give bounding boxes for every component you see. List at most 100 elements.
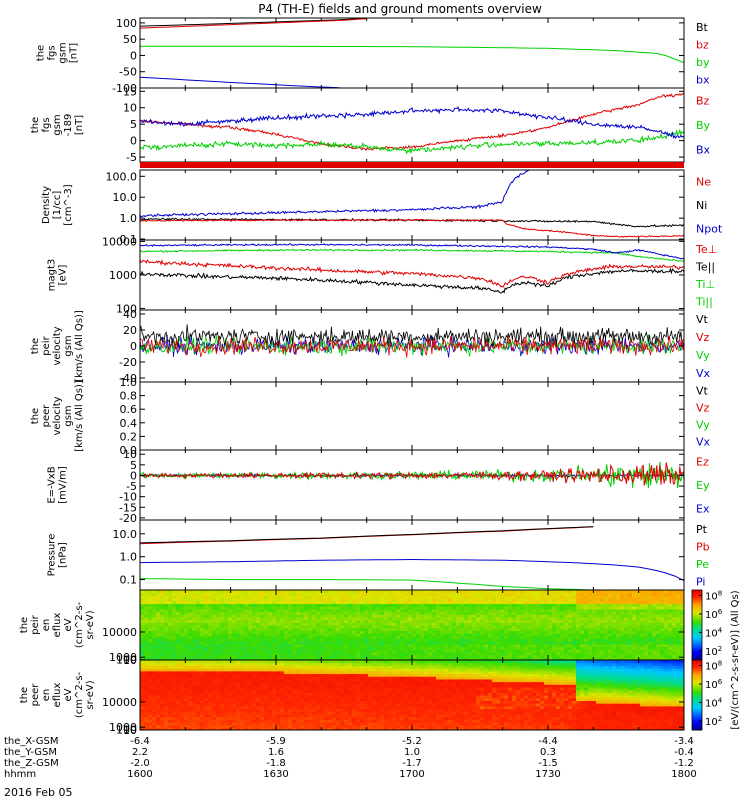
peir-spec-ylabel-line: the: [19, 617, 30, 633]
temps-legend-ti: Ti||: [695, 295, 713, 308]
temps-ylabel-line: [eV]: [58, 265, 69, 286]
fgs-gse-ytick-label: 0: [130, 135, 137, 148]
fgs-gse-ylabel-line: the: [30, 117, 41, 133]
peer-vel-ylabel-line: peer: [41, 404, 52, 428]
temps-legend-te: Te⊥: [695, 243, 717, 256]
fgs-series-group: [140, 18, 684, 88]
temps-series-ti: [140, 244, 684, 260]
fgs-legend-by: by: [696, 56, 710, 69]
temps-legend-ti: Ti⊥: [695, 278, 715, 291]
density-series-group: [140, 170, 684, 237]
peir-vel-ytick-label: 0: [130, 340, 137, 353]
panel-density: 100.010.01.00.1Density[1/cc][cm^-3]NeNiN…: [41, 170, 723, 246]
peer-vel-legend-vx: Vx: [696, 436, 711, 449]
peir-spec-ylabel-line: peir: [30, 614, 41, 634]
peer-vel-ytick-label: 0.4: [120, 417, 138, 430]
density-ylabel-line: [cm^-3]: [63, 184, 74, 225]
peer-vel-ytick-label: 1.0: [120, 376, 138, 389]
peir-vel-ytick-label: -20: [119, 356, 137, 369]
pressure-legend-pb: Pb: [696, 540, 710, 553]
peir-vel-ylabel-line: [km/s (All Qs)]: [74, 310, 85, 382]
efield-series-group: [140, 462, 684, 489]
peer-vel-ytick-label: 0.6: [120, 403, 138, 416]
pressure-series-pt: [140, 527, 593, 543]
pressure-ylabel-line: Pressure: [47, 534, 58, 577]
fgs-ytick-label: -50: [119, 66, 137, 79]
peir-spec-colorbar-label: 104: [705, 626, 723, 639]
density-legend-ni: Ni: [696, 199, 707, 212]
peir-spec-colorbar-label: 108: [705, 590, 722, 603]
peir-vel-legend-vt: Vt: [696, 313, 709, 326]
fgs-series-bt: [140, 18, 367, 26]
pressure-legend-pi: Pi: [696, 575, 705, 588]
density-ylabel-line: Density: [41, 186, 52, 224]
efield-legend-ex: Ex: [696, 502, 710, 515]
peir-spec-ylabel-line: en: [41, 619, 52, 632]
peer-vel-ylabel-line: [km/s (All Qs)]: [74, 380, 85, 452]
density-ytick-label: 1.0: [120, 212, 138, 225]
fgs-gse-ylabel-line: gsm: [52, 114, 63, 135]
pressure-ylabel-line: [nPa]: [58, 542, 69, 568]
density-series-npot: [140, 170, 529, 217]
fgs-series-by: [140, 46, 684, 62]
fgs-ylabel-line: fgs: [47, 45, 58, 60]
peir-vel-series-group: [140, 324, 684, 357]
peer-spec-cells: [140, 660, 685, 731]
peir-spec-cells: [140, 590, 685, 661]
density-legend-ne: Ne: [696, 176, 711, 189]
pressure-series-group: [140, 527, 684, 590]
peir-vel-ylabel-line: velocity: [52, 326, 63, 365]
peir-spec-ylabel-line: sr-eV): [85, 610, 96, 639]
peir-spec-ylabel-line: (cm^2-s-: [74, 601, 85, 648]
peir-vel-ytick-label: 20: [123, 324, 137, 337]
pressure-ytick-label: 10.0: [113, 528, 138, 541]
peir-vel-ylabel-line: gsm: [63, 335, 74, 356]
fgs-ylabel-line: the: [36, 45, 47, 61]
peir-spec-ylabel-line: eflux: [52, 613, 63, 638]
pressure-legend-pt: Pt: [696, 523, 708, 536]
efield-ylabel-line: E=-VxB: [47, 466, 58, 503]
density-frame: [140, 170, 684, 240]
efield-frame: [140, 450, 684, 520]
peir-spec-ytick-label: 10: [123, 654, 137, 667]
peer-vel-legend-vz: Vz: [696, 402, 710, 415]
fgs-gse-ytick-label: 15: [123, 85, 137, 98]
efield-legend-ez: Ez: [696, 456, 709, 469]
peir-vel-ylabel-line: the: [30, 338, 41, 354]
peer-vel-ylabel-line: gsm: [63, 405, 74, 426]
fgs-gse-series-group: [140, 93, 684, 153]
peir-vel-legend-vx: Vx: [696, 367, 711, 380]
fgs-legend-bx: bx: [696, 73, 710, 86]
fgs-gse-legend-bx: Bx: [696, 144, 711, 157]
fgs-ylabel-line: gsm: [58, 42, 69, 63]
plot-title: P4 (TH-E) fields and ground moments over…: [258, 2, 542, 16]
temps-ylabel-line: magt3: [47, 259, 58, 292]
fgs-gse-legend-by: By: [696, 119, 711, 132]
fgs-ytick-label: 0: [130, 49, 137, 62]
fgs-gse-series-by: [140, 130, 684, 153]
peir-spec-ylabel-line: eV: [63, 618, 74, 631]
peir-vel-legend-vy: Vy: [696, 349, 710, 362]
density-ylabel-line: [1/cc]: [52, 191, 63, 220]
efield-legend-ey: Ey: [696, 479, 710, 492]
fgs-legend-bz: bz: [696, 38, 709, 51]
density-legend-npot: Npot: [696, 222, 723, 235]
fgs-gse-frame: [140, 88, 684, 162]
peer-vel-ytick-label: 0.2: [120, 430, 138, 443]
peir-vel-legend-vz: Vz: [696, 331, 710, 344]
temps-series-group: [140, 244, 684, 293]
peer-vel-ytick-label: 0.8: [120, 390, 138, 403]
peer-vel-ylabel-line: velocity: [52, 396, 63, 435]
density-ytick-label: 100.0: [106, 170, 138, 183]
efield-ylabel-line: [mV/m]: [58, 466, 69, 504]
fgs-legend-bt: Bt: [696, 21, 709, 34]
peir-vel-ylabel-line: peir: [41, 335, 52, 355]
